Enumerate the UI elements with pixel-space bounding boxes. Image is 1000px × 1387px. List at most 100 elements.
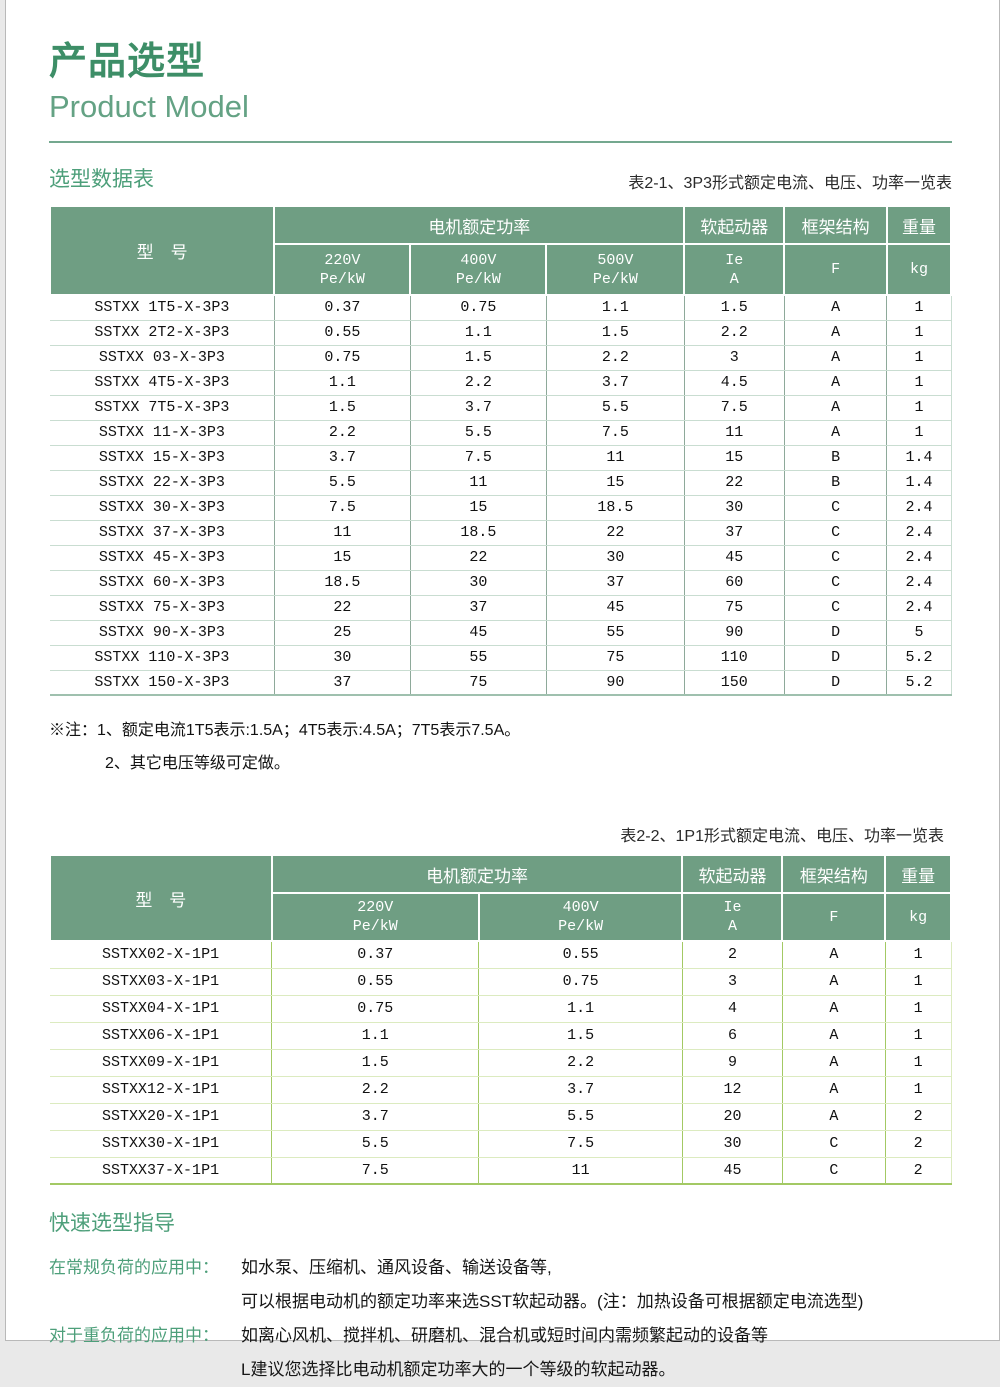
value-cell: 60 bbox=[684, 570, 785, 596]
value-cell: 150 bbox=[684, 670, 785, 696]
value-cell: 37 bbox=[546, 570, 685, 596]
value-cell: 1 bbox=[886, 420, 952, 446]
value-cell: 30 bbox=[410, 570, 547, 596]
page-sheet: 产品选型 Product Model 选型数据表 表2-1、3P3形式额定电流、… bbox=[5, 0, 1000, 1379]
value-cell: 30 bbox=[274, 645, 411, 671]
col-header-weight: 重量 bbox=[884, 854, 952, 894]
model-cell: SSTXX06-X-1P1 bbox=[50, 1022, 273, 1050]
table-row: SSTXX 60-X-3P3 18.5 30 37 60 C 2.4 bbox=[50, 570, 952, 596]
table-3p3: 型 号 电机额定功率 软起动器 框架结构 重量 220V Pe/kW 400V … bbox=[48, 205, 953, 696]
guide-line: 可以根据电动机的额定功率来选SST软起动器。(注：加热设备可根据额定电流选型) bbox=[241, 1292, 864, 1311]
value-cell: 1.4 bbox=[886, 445, 952, 471]
value-cell: 1 bbox=[886, 370, 952, 396]
value-cell: 75 bbox=[546, 645, 685, 671]
value-cell: 1.5 bbox=[684, 295, 785, 321]
value-cell: 1 bbox=[886, 295, 952, 321]
col-subheader-ie: Ie A bbox=[681, 892, 784, 942]
model-cell: SSTXX09-X-1P1 bbox=[50, 1049, 273, 1077]
guide-label: 对于重负荷的应用中： bbox=[49, 1326, 219, 1345]
value-cell: 11 bbox=[410, 470, 547, 496]
col-header-frame: 框架结构 bbox=[781, 854, 887, 894]
value-cell: 45 bbox=[546, 595, 685, 621]
value-cell: 1.5 bbox=[478, 1022, 683, 1050]
value-cell: 37 bbox=[684, 520, 785, 546]
value-cell: 7.5 bbox=[274, 495, 411, 521]
model-cell: SSTXX 60-X-3P3 bbox=[50, 570, 275, 596]
col-subheader-frame-f: F bbox=[781, 892, 887, 942]
guide-line: 如离心风机、搅拌机、研磨机、混合机或短时间内需频繁起动的设备等 bbox=[241, 1326, 768, 1345]
value-cell: C bbox=[784, 570, 888, 596]
value-cell: 18.5 bbox=[546, 495, 685, 521]
value-cell: 1.1 bbox=[271, 1022, 480, 1050]
value-cell: 15 bbox=[274, 545, 411, 571]
page-title: 产品选型 bbox=[49, 41, 206, 83]
col-header-frame: 框架结构 bbox=[783, 205, 888, 245]
value-cell: 7.5 bbox=[546, 420, 685, 446]
table-row: SSTXX 4T5-X-3P3 1.1 2.2 3.7 4.5 A 1 bbox=[50, 370, 952, 396]
value-cell: 6 bbox=[682, 1022, 783, 1050]
value-cell: A bbox=[782, 941, 886, 969]
value-cell: 18.5 bbox=[274, 570, 411, 596]
value-cell: A bbox=[782, 1103, 886, 1131]
value-cell: 37 bbox=[410, 595, 547, 621]
value-cell: 2 bbox=[885, 1103, 952, 1131]
model-cell: SSTXX12-X-1P1 bbox=[50, 1076, 273, 1104]
value-cell: 75 bbox=[410, 670, 547, 696]
value-cell: A bbox=[782, 995, 886, 1023]
table-row: SSTXX 45-X-3P3 15 22 30 45 C 2.4 bbox=[50, 545, 952, 571]
value-cell: 90 bbox=[684, 620, 785, 646]
table-row: SSTXX 30-X-3P3 7.5 15 18.5 30 C 2.4 bbox=[50, 495, 952, 521]
col-subheader-frame-f: F bbox=[783, 243, 888, 296]
voltage-label: 220V bbox=[324, 251, 361, 269]
value-cell: A bbox=[782, 968, 886, 996]
value-cell: 2.4 bbox=[886, 570, 952, 596]
model-cell: SSTXX 7T5-X-3P3 bbox=[50, 395, 275, 421]
value-cell: 3.7 bbox=[478, 1076, 683, 1104]
table-row: SSTXX 37-X-3P3 11 18.5 22 37 C 2.4 bbox=[50, 520, 952, 546]
table-row: SSTXX 15-X-3P3 3.7 7.5 11 15 B 1.4 bbox=[50, 445, 952, 471]
model-cell: SSTXX 45-X-3P3 bbox=[50, 545, 275, 571]
value-cell: 1 bbox=[885, 1076, 952, 1104]
value-cell: A bbox=[784, 320, 888, 346]
guide-line: 如水泵、压缩机、通风设备、输送设备等, bbox=[241, 1258, 552, 1277]
value-cell: 2 bbox=[885, 1130, 952, 1158]
model-cell: SSTXX03-X-1P1 bbox=[50, 968, 273, 996]
value-cell: 1 bbox=[886, 345, 952, 371]
value-cell: 45 bbox=[684, 545, 785, 571]
value-cell: 0.75 bbox=[274, 345, 411, 371]
value-cell: 3.7 bbox=[410, 395, 547, 421]
value-cell: 110 bbox=[684, 645, 785, 671]
value-cell: 5.2 bbox=[886, 670, 952, 696]
value-cell: 15 bbox=[546, 470, 685, 496]
value-cell: 4.5 bbox=[684, 370, 785, 396]
model-cell: SSTXX 15-X-3P3 bbox=[50, 445, 275, 471]
value-cell: 2.2 bbox=[478, 1049, 683, 1077]
value-cell: C bbox=[784, 520, 888, 546]
table-row: SSTXX06-X-1P1 1.1 1.5 6 A 1 bbox=[50, 1022, 952, 1050]
value-cell: A bbox=[784, 345, 888, 371]
section-heading-data-table: 选型数据表 bbox=[49, 168, 154, 191]
col-subheader-kg: kg bbox=[885, 243, 953, 296]
model-cell: SSTXX 110-X-3P3 bbox=[50, 645, 275, 671]
note-line-2: 2、其它电压等级可定做。 bbox=[105, 755, 290, 772]
table-3p3-body: SSTXX 1T5-X-3P3 0.37 0.75 1.1 1.5 A 1 SSTXX 2T2… bbox=[50, 295, 952, 696]
model-cell: SSTXX 30-X-3P3 bbox=[50, 495, 275, 521]
value-cell: 5.5 bbox=[478, 1103, 683, 1131]
value-cell: 1 bbox=[886, 395, 952, 421]
col-header-soft-starter: 软起动器 bbox=[681, 854, 784, 894]
value-cell: 30 bbox=[546, 545, 685, 571]
col-subheader-220v: 220V Pe/kW bbox=[273, 243, 412, 296]
current-unit-label: A bbox=[729, 270, 739, 288]
col-subheader-500v: 500V Pe/kW bbox=[545, 243, 686, 296]
value-cell: 3 bbox=[684, 345, 785, 371]
value-cell: 30 bbox=[684, 495, 785, 521]
value-cell: 1 bbox=[886, 320, 952, 346]
value-cell: A bbox=[784, 420, 888, 446]
table-row: SSTXX37-X-1P1 7.5 11 45 C 2 bbox=[50, 1157, 952, 1185]
value-cell: 2.2 bbox=[274, 420, 411, 446]
value-cell: 18.5 bbox=[410, 520, 547, 546]
table-row: SSTXX 110-X-3P3 30 55 75 110 D 5.2 bbox=[50, 645, 952, 671]
value-cell: 3.7 bbox=[546, 370, 685, 396]
guide-line: L建议您选择比电动机额定功率大的一个等级的软起动器。 bbox=[241, 1360, 676, 1379]
model-cell: SSTXX37-X-1P1 bbox=[50, 1157, 273, 1185]
